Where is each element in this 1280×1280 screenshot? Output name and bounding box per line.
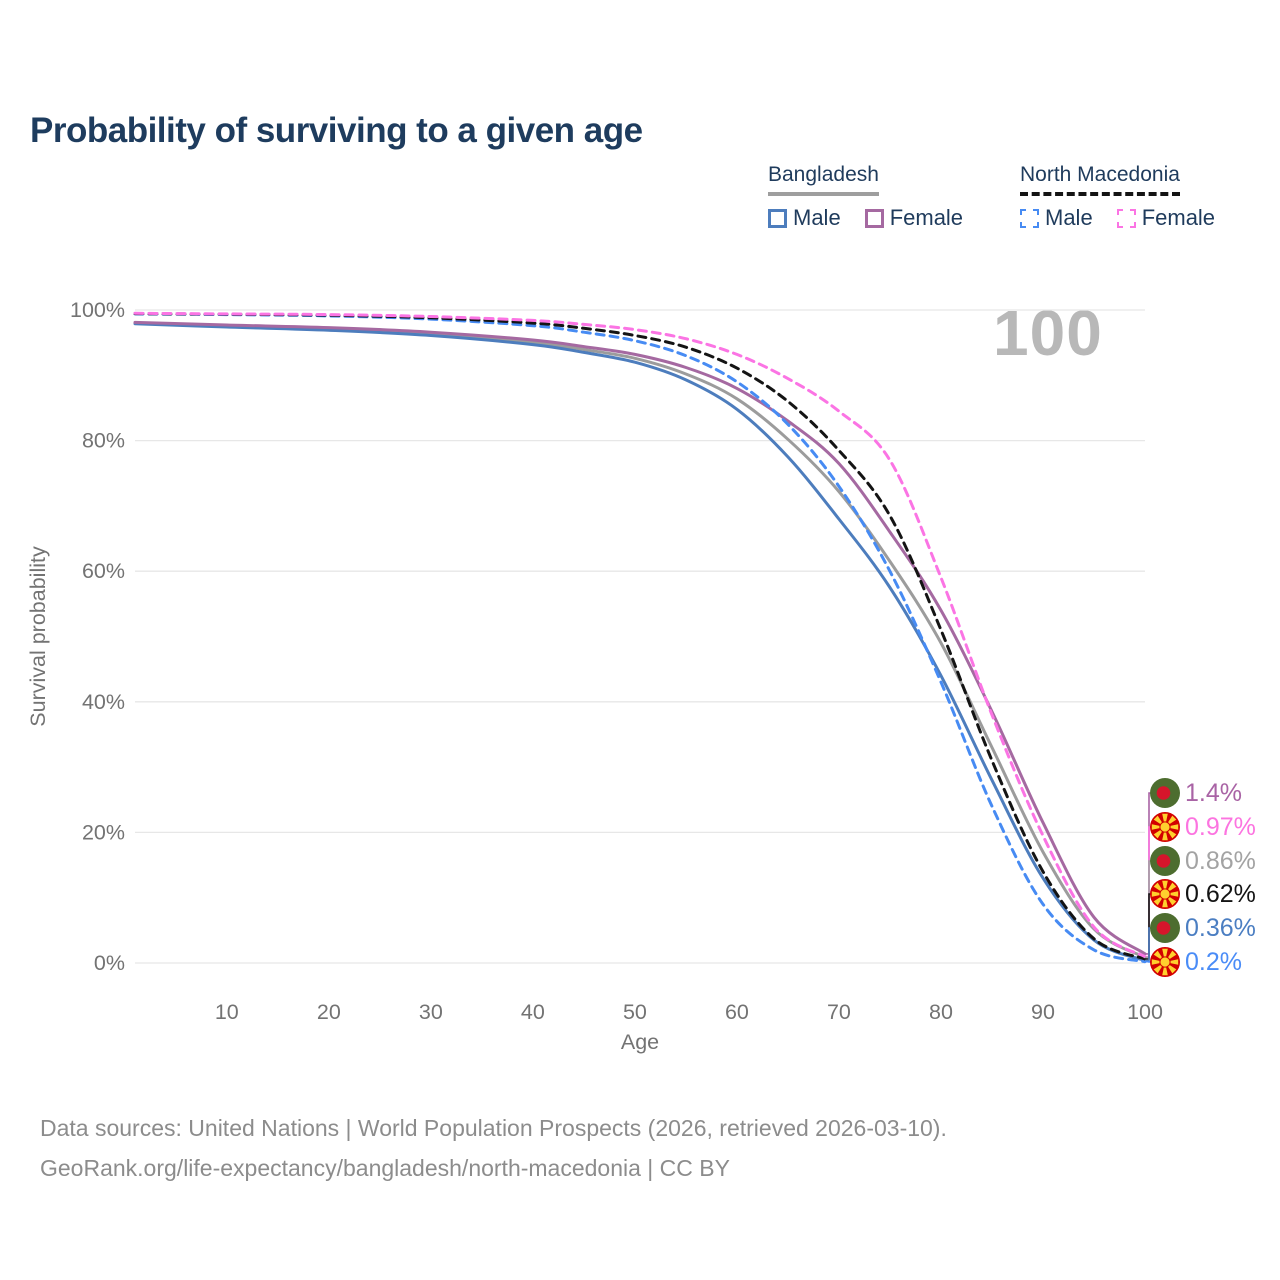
- x-tick-label: 20: [317, 1000, 341, 1024]
- end-label-bangladesh-female: 1.4%: [1150, 778, 1242, 808]
- end-label-value: 1.4%: [1185, 778, 1242, 807]
- end-label-value: 0.36%: [1185, 913, 1256, 942]
- legend-country-north-macedonia: North Macedonia: [1020, 163, 1180, 196]
- y-tick-label: 20%: [82, 820, 125, 844]
- x-tick-label: 40: [521, 1000, 545, 1024]
- curve-north-macedonia: [133, 312, 1147, 961]
- curve-bangladesh: [133, 321, 1147, 959]
- legend-item-north-macedonia-female: Female: [1116, 205, 1216, 231]
- legend-country-bangladesh: Bangladesh: [768, 163, 879, 196]
- x-tick-label: 90: [1031, 1000, 1055, 1024]
- y-tick-label: 100%: [70, 298, 125, 322]
- y-tick-label: 60%: [82, 559, 125, 583]
- y-tick-label: 0%: [94, 951, 125, 975]
- north-macedonia-female-swatch-icon: [1116, 208, 1136, 228]
- data-sources-line: Data sources: United Nations | World Pop…: [40, 1115, 947, 1141]
- end-label-bangladesh-both: 0.86%: [1150, 846, 1256, 876]
- attribution-line: GeoRank.org/life-expectancy/bangladesh/n…: [40, 1155, 730, 1181]
- page-title: Probability of surviving to a given age: [30, 111, 643, 151]
- bangladesh-flag-icon: [1150, 778, 1180, 808]
- north-macedonia-male-swatch-icon: [1020, 208, 1039, 228]
- legend-item-bangladesh-female: Female: [864, 205, 964, 231]
- x-tick-label: 60: [725, 1000, 749, 1024]
- curve-bangladesh-female: [133, 320, 1147, 956]
- legend-label: Female: [889, 205, 964, 230]
- end-label-north-macedonia-female: 0.97%: [1150, 812, 1256, 842]
- footer: Data sources: United Nations | World Pop…: [40, 1108, 947, 1188]
- x-tick-label: 50: [623, 1000, 647, 1024]
- end-label-value: 0.62%: [1185, 879, 1256, 908]
- bangladesh-female-swatch-icon: [864, 208, 884, 228]
- end-label-bangladesh-male: 0.36%: [1150, 913, 1256, 943]
- watermark-age-100: 100: [993, 297, 1103, 369]
- bangladesh-male-swatch-icon: [768, 208, 787, 228]
- legend-item-bangladesh-male: Male: [768, 205, 841, 231]
- legend-label: Female: [1141, 205, 1216, 230]
- end-label-value: 0.97%: [1185, 812, 1256, 841]
- curve-north-macedonia-female: [133, 311, 1147, 959]
- y-tick-label: 40%: [82, 690, 125, 714]
- bangladesh-flag-icon: [1150, 913, 1180, 943]
- x-tick-label: 70: [827, 1000, 851, 1024]
- curve-north-macedonia-male: [133, 312, 1147, 964]
- x-axis-title: Age: [621, 1030, 659, 1054]
- north-macedonia-flag-icon: [1150, 879, 1180, 909]
- x-tick-label: 100: [1127, 1000, 1163, 1024]
- y-tick-label: 80%: [82, 429, 125, 453]
- end-label-value: 0.86%: [1185, 846, 1256, 875]
- legend-label: Male: [1045, 205, 1093, 230]
- y-axis-title: Survival probability: [26, 546, 50, 727]
- x-tick-label: 80: [929, 1000, 953, 1024]
- x-tick-label: 10: [215, 1000, 239, 1024]
- north-macedonia-flag-icon: [1150, 812, 1180, 842]
- legend-item-north-macedonia-male: Male: [1020, 205, 1093, 231]
- x-tick-label: 30: [419, 1000, 443, 1024]
- legend-label: Male: [793, 205, 841, 230]
- bangladesh-flag-icon: [1150, 846, 1180, 876]
- end-label-north-macedonia-both: 0.62%: [1150, 879, 1256, 909]
- end-label-north-macedonia-male: 0.2%: [1150, 947, 1242, 977]
- curve-bangladesh-male: [133, 322, 1147, 963]
- legend-group-bangladesh: Bangladesh Male Female: [768, 163, 963, 231]
- end-label-value: 0.2%: [1185, 947, 1242, 976]
- north-macedonia-flag-icon: [1150, 947, 1180, 977]
- legend-group-north-macedonia: North Macedonia Male Female: [1020, 163, 1215, 231]
